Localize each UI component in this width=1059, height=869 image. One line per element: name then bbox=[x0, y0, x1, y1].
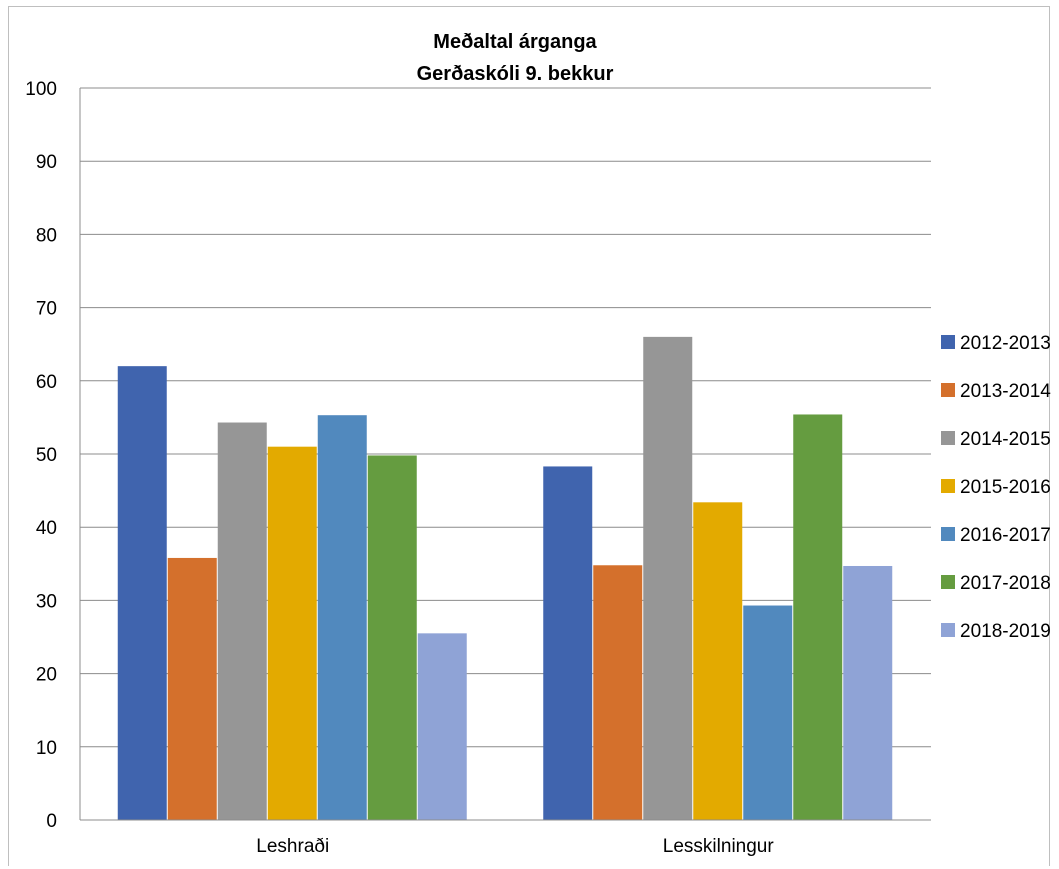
x-axis-categories: Leshraði Lesskilningur bbox=[256, 836, 774, 857]
bar-2012-2013-Lesskilningur bbox=[543, 466, 593, 820]
y-tick-label: 80 bbox=[36, 225, 57, 246]
legend-swatch bbox=[941, 431, 955, 445]
bars bbox=[117, 336, 893, 820]
y-axis-ticks: 0 10 20 30 40 50 60 70 80 90 100 bbox=[25, 79, 57, 832]
bar-2014-2015-Leshraði bbox=[217, 422, 267, 820]
bar-2018-2019-Lesskilningur bbox=[843, 565, 893, 820]
bar-2013-2014-Leshraði bbox=[167, 557, 217, 820]
chart-frame bbox=[8, 6, 1050, 866]
chart-title: Meðaltal árganga bbox=[433, 31, 597, 53]
bar-2017-2018-Lesskilningur bbox=[793, 414, 843, 820]
legend-swatch bbox=[941, 623, 955, 637]
y-tick-label: 10 bbox=[36, 738, 57, 759]
legend-label: 2017-2018 bbox=[960, 573, 1051, 594]
legend: 2012-2013 2013-2014 2014-2015 2015-2016 2016… bbox=[941, 333, 1051, 642]
y-tick-label: 50 bbox=[36, 445, 57, 466]
y-tick-label: 30 bbox=[36, 591, 57, 612]
y-tick-label: 90 bbox=[36, 152, 57, 173]
legend-swatch bbox=[941, 335, 955, 349]
y-tick-label: 0 bbox=[46, 811, 57, 832]
bar-2012-2013-Leshraði bbox=[117, 366, 167, 820]
legend-swatch bbox=[941, 527, 955, 541]
chart-subtitle: Gerðaskóli 9. bekkur bbox=[417, 63, 614, 85]
legend-label: 2018-2019 bbox=[960, 621, 1051, 642]
bar-2014-2015-Lesskilningur bbox=[643, 336, 693, 820]
legend-label: 2016-2017 bbox=[960, 525, 1051, 546]
y-tick-label: 60 bbox=[36, 372, 57, 393]
y-tick-label: 20 bbox=[36, 665, 57, 686]
category-label: Lesskilningur bbox=[663, 836, 775, 857]
bar-2015-2016-Lesskilningur bbox=[693, 502, 743, 820]
y-tick-label: 100 bbox=[25, 79, 57, 100]
bar-2018-2019-Leshraði bbox=[417, 633, 467, 820]
y-tick-label: 40 bbox=[36, 518, 57, 539]
legend-swatch bbox=[941, 383, 955, 397]
bar-2015-2016-Leshraði bbox=[267, 446, 317, 820]
bar-2013-2014-Lesskilningur bbox=[593, 565, 643, 820]
legend-label: 2013-2014 bbox=[960, 381, 1051, 402]
legend-label: 2014-2015 bbox=[960, 429, 1051, 450]
legend-swatch bbox=[941, 479, 955, 493]
bar-2017-2018-Leshraði bbox=[367, 455, 417, 820]
bar-2016-2017-Lesskilningur bbox=[743, 605, 793, 820]
legend-label: 2012-2013 bbox=[960, 333, 1051, 354]
legend-swatch bbox=[941, 575, 955, 589]
legend-label: 2015-2016 bbox=[960, 477, 1051, 498]
axes bbox=[79, 88, 931, 821]
category-label: Leshraði bbox=[256, 836, 329, 857]
y-tick-label: 70 bbox=[36, 299, 57, 320]
bar-2016-2017-Leshraði bbox=[317, 415, 367, 820]
